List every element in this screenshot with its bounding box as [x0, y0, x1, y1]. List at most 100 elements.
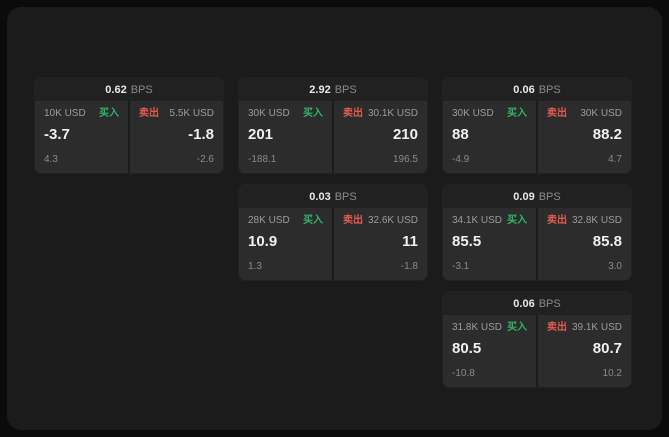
quote-grid: 0.62 BPS 10K USD 买入 -3.7 4.3 卖出 5.5K USD…	[35, 78, 631, 387]
sell-top-row: 卖出 5.5K USD	[139, 108, 214, 120]
buy-size: 31.8K USD	[452, 322, 503, 333]
buy-label: 买入	[507, 322, 527, 333]
sell-label: 卖出	[139, 108, 159, 119]
sell-delta: 196.5	[392, 154, 418, 165]
buy-panel[interactable]: 10K USD 买入 -3.7 4.3	[35, 101, 128, 173]
spread-header: 0.62 BPS	[35, 78, 223, 101]
sell-label: 卖出	[547, 322, 567, 333]
quote-card-2: 2.92 BPS 30K USD 买入 201 -188.1 卖出 30.1K …	[239, 78, 427, 173]
sell-delta: -1.8	[400, 261, 418, 272]
sell-label: 卖出	[547, 215, 567, 226]
buy-top-row: 30K USD 买入	[452, 108, 527, 120]
spread-value: 0.06	[513, 297, 535, 310]
spread-header: 2.92 BPS	[239, 78, 427, 101]
quote-body: 31.8K USD 买入 80.5 -10.8 卖出 39.1K USD 80.…	[443, 315, 631, 387]
sell-price: -1.8	[188, 126, 214, 143]
quote-body: 28K USD 买入 10.9 1.3 卖出 32.6K USD 11 -1.8	[239, 208, 427, 280]
sell-delta: 4.7	[608, 154, 622, 165]
sell-delta: 10.2	[602, 368, 622, 379]
spread-header: 0.06 BPS	[443, 78, 631, 101]
spread-header: 0.03 BPS	[239, 185, 427, 208]
sell-size: 32.6K USD	[367, 215, 418, 226]
spread-value: 0.06	[513, 83, 535, 96]
buy-panel[interactable]: 31.8K USD 买入 80.5 -10.8	[443, 315, 536, 387]
sell-delta: -2.6	[196, 154, 214, 165]
buy-price: 80.5	[452, 340, 482, 357]
buy-size: 30K USD	[248, 108, 290, 119]
sell-price: 210	[392, 126, 418, 143]
spread-unit: BPS	[334, 190, 357, 203]
quote-card-3: 0.06 BPS 30K USD 买入 88 -4.9 卖出 30K USD 8…	[443, 78, 631, 173]
buy-delta: -3.1	[452, 261, 470, 272]
quote-card-4: 0.03 BPS 28K USD 买入 10.9 1.3 卖出 32.6K US…	[239, 185, 427, 280]
sell-price: 11	[402, 233, 418, 250]
sell-size: 5.5K USD	[169, 108, 214, 119]
sell-label: 卖出	[547, 108, 567, 119]
buy-size: 34.1K USD	[452, 215, 503, 226]
buy-price: 10.9	[248, 233, 278, 250]
sell-panel[interactable]: 卖出 30.1K USD 210 196.5	[334, 101, 427, 173]
buy-label: 买入	[303, 108, 323, 119]
buy-size: 28K USD	[248, 215, 290, 226]
spread-header: 0.06 BPS	[443, 292, 631, 315]
buy-size: 30K USD	[452, 108, 494, 119]
buy-delta: -188.1	[248, 154, 277, 165]
spread-value: 0.09	[513, 190, 535, 203]
sell-size: 39.1K USD	[571, 322, 622, 333]
buy-panel[interactable]: 30K USD 买入 201 -188.1	[239, 101, 332, 173]
buy-top-row: 28K USD 买入	[248, 215, 323, 227]
sell-delta: 3.0	[608, 261, 622, 272]
sell-size: 30.1K USD	[367, 108, 418, 119]
buy-top-row: 31.8K USD 买入	[452, 322, 527, 334]
buy-delta: 4.3	[44, 154, 58, 165]
buy-delta: -10.8	[452, 368, 475, 379]
sell-top-row: 卖出 39.1K USD	[547, 322, 622, 334]
buy-price: 201	[248, 126, 274, 143]
buy-price: 85.5	[452, 233, 482, 250]
sell-label: 卖出	[343, 108, 363, 119]
sell-panel[interactable]: 卖出 32.8K USD 85.8 3.0	[538, 208, 631, 280]
buy-label: 买入	[99, 108, 119, 119]
buy-size: 10K USD	[44, 108, 86, 119]
quote-body: 10K USD 买入 -3.7 4.3 卖出 5.5K USD -1.8 -2.…	[35, 101, 223, 173]
spread-header: 0.09 BPS	[443, 185, 631, 208]
spread-unit: BPS	[538, 190, 561, 203]
sell-panel[interactable]: 卖出 30K USD 88.2 4.7	[538, 101, 631, 173]
buy-top-row: 10K USD 买入	[44, 108, 119, 120]
buy-price: -3.7	[44, 126, 70, 143]
buy-panel[interactable]: 28K USD 买入 10.9 1.3	[239, 208, 332, 280]
sell-price: 88.2	[592, 126, 622, 143]
sell-size: 32.8K USD	[571, 215, 622, 226]
quote-card-6: 0.06 BPS 31.8K USD 买入 80.5 -10.8 卖出 39.1…	[443, 292, 631, 387]
spread-unit: BPS	[334, 83, 357, 96]
sell-panel[interactable]: 卖出 32.6K USD 11 -1.8	[334, 208, 427, 280]
buy-label: 买入	[507, 108, 527, 119]
quote-body: 30K USD 买入 88 -4.9 卖出 30K USD 88.2 4.7	[443, 101, 631, 173]
spread-unit: BPS	[538, 83, 561, 96]
buy-price: 88	[452, 126, 469, 143]
quote-card-5: 0.09 BPS 34.1K USD 买入 85.5 -3.1 卖出 32.8K…	[443, 185, 631, 280]
quote-card-1: 0.62 BPS 10K USD 买入 -3.7 4.3 卖出 5.5K USD…	[35, 78, 223, 173]
sell-price: 80.7	[592, 340, 622, 357]
quote-body: 34.1K USD 买入 85.5 -3.1 卖出 32.8K USD 85.8…	[443, 208, 631, 280]
sell-top-row: 卖出 30.1K USD	[343, 108, 418, 120]
sell-label: 卖出	[343, 215, 363, 226]
buy-panel[interactable]: 30K USD 买入 88 -4.9	[443, 101, 536, 173]
spread-unit: BPS	[538, 297, 561, 310]
buy-delta: 1.3	[248, 261, 262, 272]
buy-top-row: 34.1K USD 买入	[452, 215, 527, 227]
sell-top-row: 卖出 30K USD	[547, 108, 622, 120]
buy-top-row: 30K USD 买入	[248, 108, 323, 120]
sell-top-row: 卖出 32.6K USD	[343, 215, 418, 227]
sell-top-row: 卖出 32.8K USD	[547, 215, 622, 227]
sell-panel[interactable]: 卖出 5.5K USD -1.8 -2.6	[130, 101, 223, 173]
quote-body: 30K USD 买入 201 -188.1 卖出 30.1K USD 210 1…	[239, 101, 427, 173]
sell-panel[interactable]: 卖出 39.1K USD 80.7 10.2	[538, 315, 631, 387]
sell-price: 85.8	[592, 233, 622, 250]
spread-value: 2.92	[309, 83, 331, 96]
spread-value: 0.03	[309, 190, 331, 203]
buy-panel[interactable]: 34.1K USD 买入 85.5 -3.1	[443, 208, 536, 280]
sell-size: 30K USD	[580, 108, 622, 119]
buy-label: 买入	[507, 215, 527, 226]
spread-value: 0.62	[105, 83, 127, 96]
